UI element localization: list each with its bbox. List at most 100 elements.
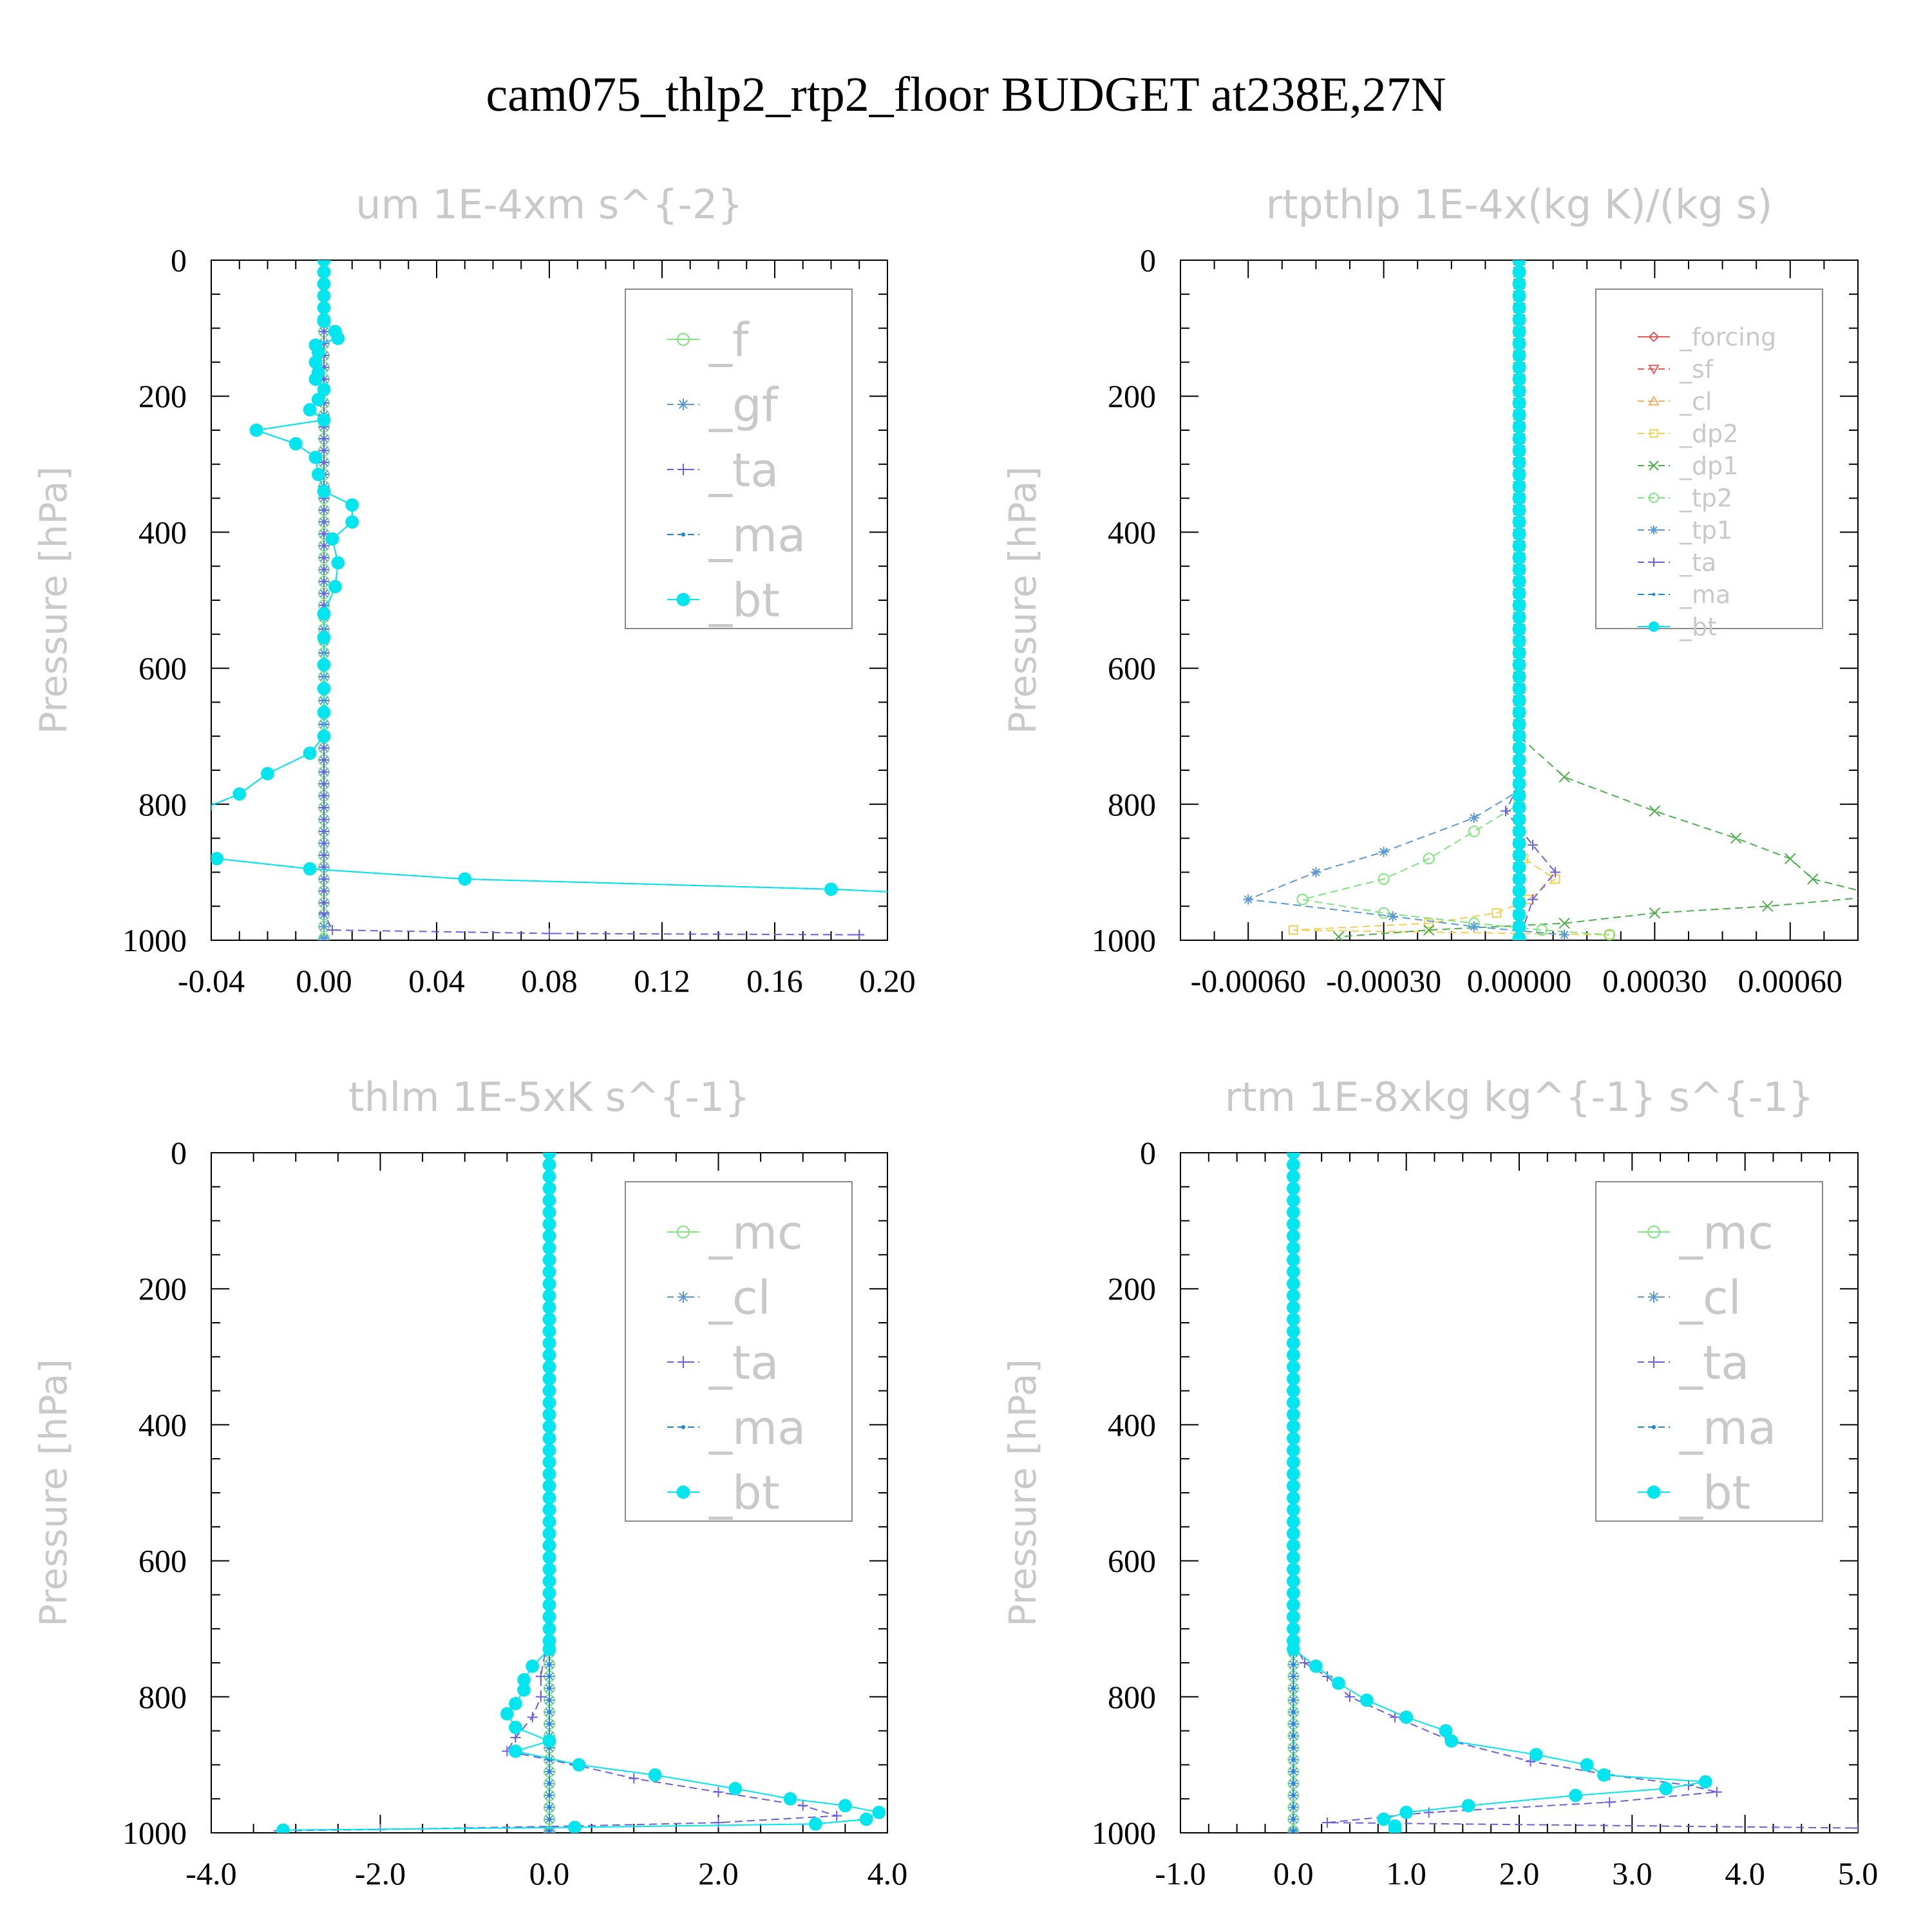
series-line xyxy=(1504,260,1557,940)
series-marker xyxy=(319,886,329,896)
series-marker xyxy=(1286,1610,1300,1624)
series-marker xyxy=(542,1206,556,1219)
series-marker xyxy=(542,1491,556,1505)
series-marker xyxy=(1762,900,1774,912)
series-marker xyxy=(1345,1691,1355,1702)
series-marker xyxy=(1288,925,1298,935)
series-marker xyxy=(568,1821,582,1833)
series-marker xyxy=(1423,1807,1434,1818)
series-marker xyxy=(261,766,274,781)
series-marker xyxy=(1711,1786,1722,1797)
series-marker xyxy=(500,1707,514,1721)
series-marker xyxy=(1377,1812,1390,1826)
series-marker xyxy=(1512,800,1526,815)
series-marker xyxy=(319,862,329,873)
series-marker xyxy=(1512,431,1526,446)
y-tick-label: 800 xyxy=(1108,786,1156,822)
series-marker xyxy=(1492,908,1502,918)
legend-marker xyxy=(1648,1356,1660,1368)
series-marker xyxy=(1286,1158,1300,1171)
legend-label: _ma xyxy=(1679,581,1730,609)
series-marker xyxy=(1286,1276,1300,1291)
series-group xyxy=(1243,260,1858,940)
series-marker xyxy=(510,1732,521,1743)
series-marker xyxy=(1461,1799,1475,1813)
series-marker xyxy=(1286,1479,1300,1493)
series-marker xyxy=(319,802,329,813)
series-marker xyxy=(713,1786,724,1797)
legend-label: _ma xyxy=(1679,1401,1776,1455)
series-marker xyxy=(1321,1817,1332,1828)
series-marker xyxy=(1291,1805,1296,1810)
series-marker xyxy=(1604,929,1616,940)
series-marker xyxy=(1512,694,1526,708)
series-marker xyxy=(331,332,345,345)
x-tick-label: 0.00000 xyxy=(1467,963,1572,999)
series-marker xyxy=(1291,1781,1296,1786)
series-marker xyxy=(1604,1797,1615,1808)
series-marker xyxy=(319,540,329,551)
series-marker xyxy=(1209,904,1213,908)
panel-um: um 1E-4xm s^{-2} Pressure [hPa] 0 200 400 600… xyxy=(32,181,1345,999)
series-marker xyxy=(1286,1217,1300,1231)
series-marker xyxy=(547,1698,551,1702)
series-marker xyxy=(1512,408,1526,422)
series-marker xyxy=(319,505,329,516)
series-marker xyxy=(319,553,329,563)
series-marker xyxy=(1286,1396,1300,1410)
series-marker xyxy=(542,1396,556,1410)
series-marker xyxy=(1512,908,1526,922)
series-marker xyxy=(1205,900,1218,913)
series-marker xyxy=(517,1683,531,1697)
y-axis-label: Pressure [hPa] xyxy=(1001,1359,1045,1627)
series-marker xyxy=(319,564,329,575)
series-marker xyxy=(1299,1658,1310,1668)
series-marker xyxy=(1286,1622,1300,1636)
series-marker xyxy=(1286,1432,1300,1445)
series-marker xyxy=(1378,907,1390,919)
series-marker xyxy=(1378,873,1390,885)
series-marker xyxy=(1512,622,1526,636)
series-marker xyxy=(1286,1348,1300,1362)
panel-thlm: thlm 1E-5xK s^{-1} Pressure [hPa] 0 200 400 6… xyxy=(32,1074,907,1891)
y-tick-label: 400 xyxy=(138,514,187,550)
series-marker xyxy=(1286,1372,1300,1386)
series-marker xyxy=(542,1253,556,1267)
x-tick-label: -0.00060 xyxy=(1191,963,1306,999)
series-marker xyxy=(1580,1758,1594,1772)
series-marker xyxy=(308,372,323,386)
series-marker xyxy=(317,484,331,498)
x-tick-label: 2.0 xyxy=(698,1855,739,1891)
series-marker xyxy=(319,838,329,849)
y-tick-label: 200 xyxy=(1108,378,1156,414)
series-marker xyxy=(1604,930,1615,940)
series-marker xyxy=(1286,1515,1300,1529)
legend-label: _bt xyxy=(708,573,780,627)
legend-marker xyxy=(676,1485,690,1499)
legend-label: _forcing xyxy=(1679,323,1776,352)
series-marker xyxy=(317,607,331,621)
series-marker xyxy=(1559,929,1570,940)
series-marker xyxy=(1286,1153,1300,1160)
series-marker xyxy=(1332,906,1345,920)
series-marker xyxy=(1512,372,1526,386)
series-marker xyxy=(542,1348,556,1362)
series-marker xyxy=(319,814,329,825)
series-marker xyxy=(509,1744,522,1758)
series-marker xyxy=(542,1527,556,1540)
y-tick-label: 0 xyxy=(171,1135,187,1171)
series-group xyxy=(211,260,1345,940)
legend-label: _ta xyxy=(708,443,779,497)
series-marker xyxy=(1286,1182,1300,1195)
y-tick-label: 600 xyxy=(1108,650,1156,687)
series-marker xyxy=(303,746,317,760)
series-marker xyxy=(542,1408,556,1421)
series-marker xyxy=(1512,729,1526,743)
series-marker xyxy=(797,1800,808,1811)
x-tick-label: 0.20 xyxy=(859,963,916,999)
series-marker xyxy=(542,1182,556,1195)
series-marker xyxy=(1291,1829,1296,1833)
series-marker xyxy=(1286,1455,1300,1469)
legend-marker xyxy=(1652,592,1656,596)
